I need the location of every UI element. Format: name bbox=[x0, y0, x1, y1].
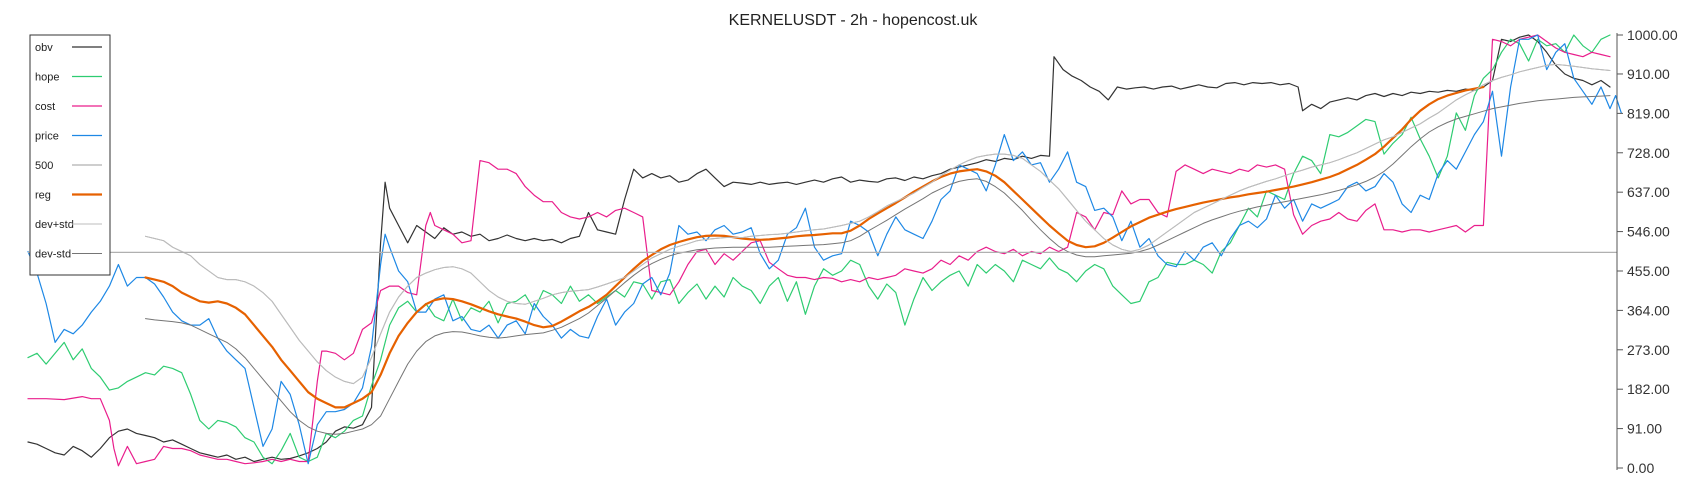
y-tick-label: 910.00 bbox=[1627, 66, 1670, 82]
y-tick-label: 364.00 bbox=[1627, 302, 1670, 318]
series-line-cost bbox=[27, 34, 1611, 467]
y-tick-label: 455.00 bbox=[1627, 263, 1670, 279]
series-line-price bbox=[27, 34, 1622, 465]
y-tick-label: 1000.00 bbox=[1627, 27, 1678, 43]
y-tick-label: 273.00 bbox=[1627, 342, 1670, 358]
y-tick-label: 91.00 bbox=[1627, 421, 1662, 437]
series-line-reg bbox=[144, 85, 1485, 409]
y-tick-label: 182.00 bbox=[1627, 381, 1670, 397]
y-tick-label: 637.00 bbox=[1627, 184, 1670, 200]
y-tick-label: 0.00 bbox=[1627, 460, 1654, 476]
y-tick-label: 546.00 bbox=[1627, 224, 1670, 240]
legend-box bbox=[29, 34, 111, 276]
y-tick-label: 819.00 bbox=[1627, 105, 1670, 121]
legend-label: price bbox=[35, 131, 59, 143]
legend-label: dev-std bbox=[35, 249, 71, 261]
y-axis: 0.00 91.00 182.00 273.00 364.00 455.00 546.00 6… bbox=[1617, 27, 1678, 476]
y-tick-label: 728.00 bbox=[1627, 145, 1670, 161]
series-lines bbox=[27, 34, 1622, 467]
legend-label: reg bbox=[35, 190, 51, 202]
legend-label: 500 bbox=[35, 160, 53, 172]
legend-label: hope bbox=[35, 72, 59, 84]
legend-label: dev+std bbox=[35, 219, 74, 231]
series-line-dev-std bbox=[145, 95, 1611, 435]
legend: obv hope cost price 500 reg dev+std dev-std bbox=[29, 34, 111, 276]
series-line-obv bbox=[27, 34, 1611, 463]
series-line-dev-std bbox=[145, 63, 1611, 385]
legend-label: obv bbox=[35, 42, 53, 54]
chart-title: KERNELUSDT - 2h - hopencost.uk bbox=[729, 12, 979, 29]
series-line-hope bbox=[27, 34, 1611, 465]
legend-label: cost bbox=[35, 101, 55, 113]
